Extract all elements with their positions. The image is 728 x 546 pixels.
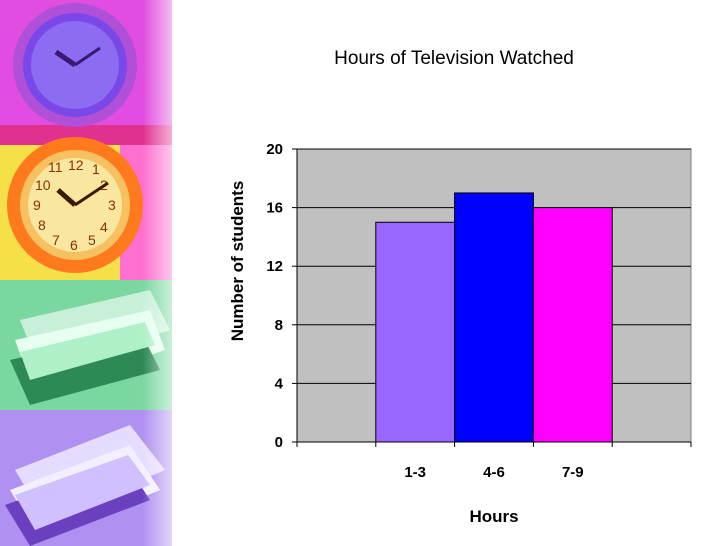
y-tick-label: 16 [266, 200, 283, 217]
x-tick-label: 1-3 [404, 464, 426, 481]
x-tick-labels: 1-3 4-6 7-9 [296, 442, 692, 481]
chart-title: Hours of Television Watched [334, 48, 574, 69]
y-tick-label: 20 [266, 141, 283, 158]
x-tick-label: 4-6 [483, 464, 505, 481]
y-tick-label: 4 [275, 375, 284, 392]
bars [375, 192, 613, 443]
y-tick-label: 8 [275, 317, 283, 334]
y-tick-labels: 0 4 8 12 16 20 [266, 141, 297, 451]
bar-4-6 [454, 192, 534, 443]
y-tick-label: 0 [275, 434, 283, 451]
bar-7-9 [532, 207, 613, 443]
decorative-sidebar: 1223 456 789 10111 [0, 0, 190, 546]
y-axis-label: Number of students [228, 181, 247, 342]
bar-1-3 [375, 221, 456, 443]
x-tick-label: 7-9 [562, 464, 584, 481]
x-axis-label: Hours [469, 507, 518, 526]
y-tick-label: 12 [266, 258, 283, 275]
